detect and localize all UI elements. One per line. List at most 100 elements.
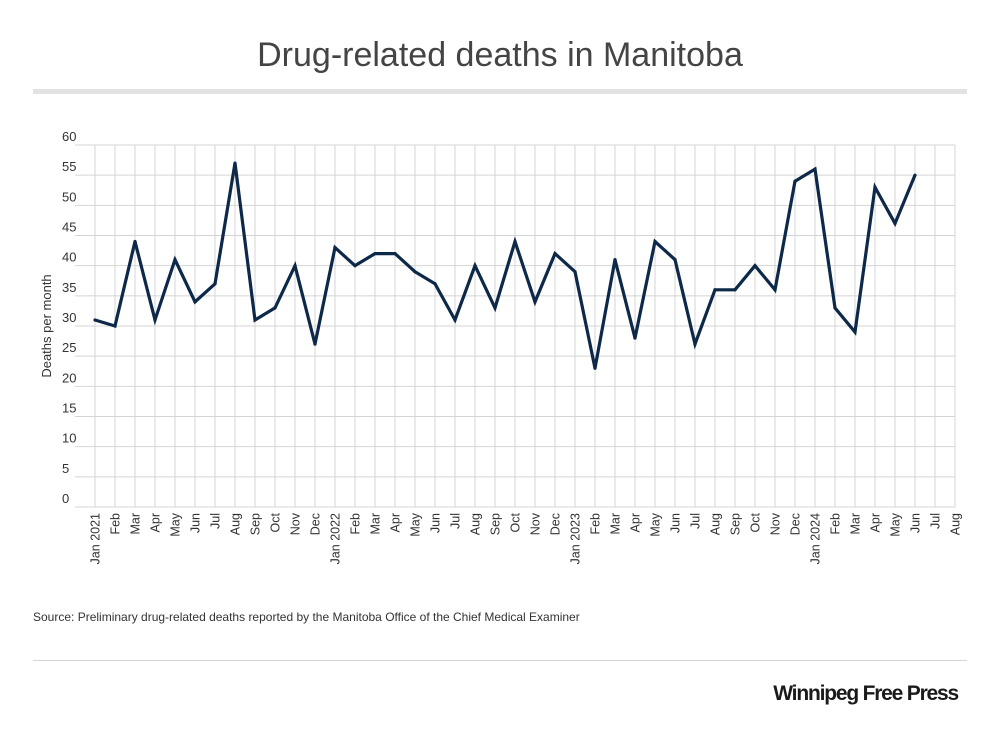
data-point bbox=[233, 161, 237, 165]
x-tick-label: Mar bbox=[129, 513, 143, 535]
y-tick-label: 25 bbox=[62, 340, 76, 355]
data-point bbox=[833, 306, 837, 310]
data-point bbox=[713, 288, 717, 292]
data-point bbox=[113, 324, 117, 328]
y-tick-label: 35 bbox=[62, 280, 76, 295]
data-point bbox=[133, 239, 137, 244]
x-tick-label: Aug bbox=[949, 513, 963, 535]
y-axis-label: Deaths per month bbox=[39, 274, 54, 377]
data-point bbox=[493, 306, 497, 310]
data-point bbox=[773, 288, 777, 292]
data-point bbox=[333, 245, 337, 250]
data-point bbox=[453, 318, 457, 322]
x-tick-label: Jun bbox=[909, 513, 923, 533]
x-tick-label: Dec bbox=[549, 513, 563, 535]
x-tick-label: Sep bbox=[729, 513, 743, 535]
y-tick-label: 50 bbox=[62, 189, 76, 204]
data-point bbox=[673, 258, 677, 262]
x-tick-label: May bbox=[409, 512, 423, 536]
x-tick-label: Dec bbox=[309, 513, 323, 535]
x-tick-label: Aug bbox=[709, 513, 723, 535]
y-tick-label: 20 bbox=[62, 370, 76, 385]
y-tick-label: 40 bbox=[62, 250, 76, 265]
line-chart: 0 5 10 15 20 25 30 35 40 45 50 55 60 Jan 2021 Feb Mar A… bbox=[39, 129, 963, 564]
data-point bbox=[473, 264, 477, 268]
x-tick-label: Apr bbox=[149, 513, 163, 532]
x-tick-label: Jun bbox=[429, 513, 443, 533]
x-tick-label: Nov bbox=[289, 512, 303, 535]
x-tick-label: Sep bbox=[489, 513, 503, 535]
x-tick-label: Apr bbox=[869, 513, 883, 532]
data-point bbox=[513, 239, 517, 244]
data-point bbox=[633, 336, 637, 340]
x-tick-label: Oct bbox=[749, 512, 763, 532]
x-tick-label: May bbox=[889, 512, 903, 536]
source-note: Source: Preliminary drug-related deaths … bbox=[33, 610, 580, 624]
x-tick-label: Mar bbox=[369, 513, 383, 535]
chart-title: Drug-related deaths in Manitoba bbox=[257, 36, 743, 74]
y-tick-label: 0 bbox=[62, 491, 69, 506]
data-point bbox=[613, 258, 617, 262]
x-tick-label: Sep bbox=[249, 513, 263, 535]
x-tick-label: Jan 2024 bbox=[809, 513, 823, 564]
x-tick-label: May bbox=[649, 512, 663, 536]
x-tick-label: Dec bbox=[789, 513, 803, 535]
x-tick-label: Mar bbox=[609, 513, 623, 535]
data-point bbox=[153, 318, 157, 322]
data-point bbox=[913, 173, 917, 177]
data-point bbox=[253, 318, 257, 322]
x-tick-label: Apr bbox=[629, 513, 643, 532]
data-point bbox=[853, 330, 857, 334]
data-point bbox=[273, 306, 277, 310]
x-tick-label: Feb bbox=[589, 513, 603, 535]
data-point bbox=[693, 342, 697, 346]
x-tick-label: Jun bbox=[189, 513, 203, 533]
data-point bbox=[873, 185, 877, 189]
x-tick-label: Feb bbox=[829, 513, 843, 535]
data-point bbox=[353, 264, 357, 268]
y-tick-label: 30 bbox=[62, 310, 76, 325]
x-tick-label: Oct bbox=[509, 512, 523, 532]
x-tick-label: Jan 2021 bbox=[89, 513, 103, 564]
x-tick-label: Feb bbox=[109, 513, 123, 535]
series-line bbox=[94, 162, 917, 369]
data-point bbox=[173, 258, 177, 262]
x-tick-label: Jul bbox=[209, 513, 223, 529]
data-point bbox=[373, 252, 377, 256]
data-point bbox=[753, 264, 757, 268]
data-point bbox=[193, 300, 197, 304]
x-tick-label: Jul bbox=[689, 513, 703, 529]
y-tick-label: 15 bbox=[62, 401, 76, 416]
y-tick-label: 5 bbox=[62, 461, 69, 476]
x-tick-label: Jan 2023 bbox=[569, 513, 583, 564]
data-point bbox=[793, 179, 797, 183]
x-tick-label: Jun bbox=[669, 513, 683, 533]
data-point bbox=[413, 270, 417, 274]
data-point bbox=[533, 300, 537, 304]
publisher-logo: Winnipeg Free Press bbox=[773, 682, 959, 705]
y-tick-label: 55 bbox=[62, 159, 76, 174]
x-tick-label: Nov bbox=[529, 512, 543, 535]
x-tick-label: Oct bbox=[269, 512, 283, 532]
title-divider bbox=[33, 89, 967, 94]
x-tick-label: Apr bbox=[389, 513, 403, 532]
data-point bbox=[653, 239, 657, 244]
data-point bbox=[433, 282, 437, 286]
data-point bbox=[893, 221, 897, 226]
data-point bbox=[93, 318, 97, 322]
data-point bbox=[293, 264, 297, 268]
x-tick-label: Jan 2022 bbox=[329, 513, 343, 564]
x-tick-label: Nov bbox=[769, 512, 783, 535]
data-point bbox=[593, 366, 597, 370]
footer-divider bbox=[33, 660, 967, 661]
y-tick-label: 10 bbox=[62, 431, 76, 446]
gridlines bbox=[75, 144, 956, 508]
data-point bbox=[553, 252, 557, 256]
x-tick-label: May bbox=[169, 512, 183, 536]
data-points bbox=[93, 161, 917, 370]
x-axis-ticks: Jan 2021 Feb Mar Apr May Jun Jul Aug Sep Oct Nov De… bbox=[89, 512, 963, 564]
data-point bbox=[813, 167, 817, 171]
data-point bbox=[573, 270, 577, 274]
x-tick-label: Mar bbox=[849, 513, 863, 535]
y-axis-ticks: 0 5 10 15 20 25 30 35 40 45 50 55 60 bbox=[62, 129, 76, 506]
